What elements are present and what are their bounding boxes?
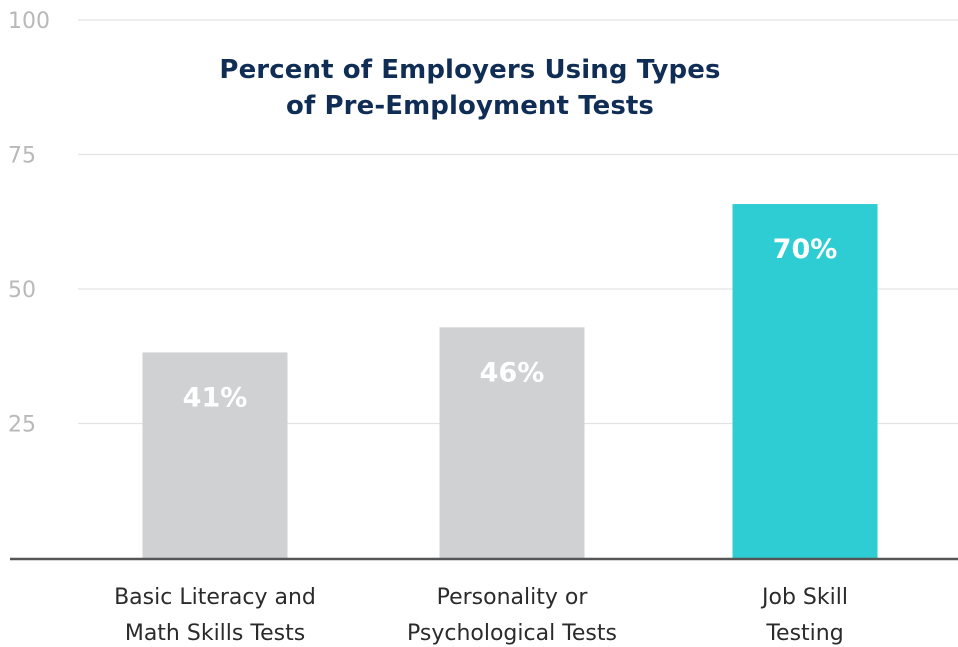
x-category-label: Psychological Tests (407, 621, 617, 646)
x-category-label: Testing (765, 621, 843, 646)
x-category-label: Job Skill (760, 585, 848, 610)
bar-value-label: 46% (480, 357, 545, 388)
x-category-label: Basic Literacy and (114, 585, 316, 610)
y-tick-label: 50 (8, 278, 36, 303)
bar (732, 204, 878, 558)
x-category-label: Personality or (437, 585, 589, 610)
y-tick-label: 75 (8, 144, 36, 169)
y-tick-label: 25 (8, 413, 36, 438)
chart-title: Percent of Employers Using Types of Pre-… (140, 52, 800, 124)
chart-title-line-1: Percent of Employers Using Types (219, 55, 721, 85)
chart-title-line-2: of Pre-Employment Tests (285, 91, 655, 121)
bar-layer (142, 204, 878, 558)
label-layer: 25 50 75 100 41% Basic Literacy and Math Skill… (8, 9, 848, 646)
bar (439, 327, 585, 558)
bar-value-label: 41% (183, 382, 248, 413)
bar (142, 352, 288, 558)
x-category-label: Math Skills Tests (125, 621, 305, 646)
y-tick-label: 100 (8, 9, 50, 34)
bar-value-label: 70% (773, 234, 838, 265)
